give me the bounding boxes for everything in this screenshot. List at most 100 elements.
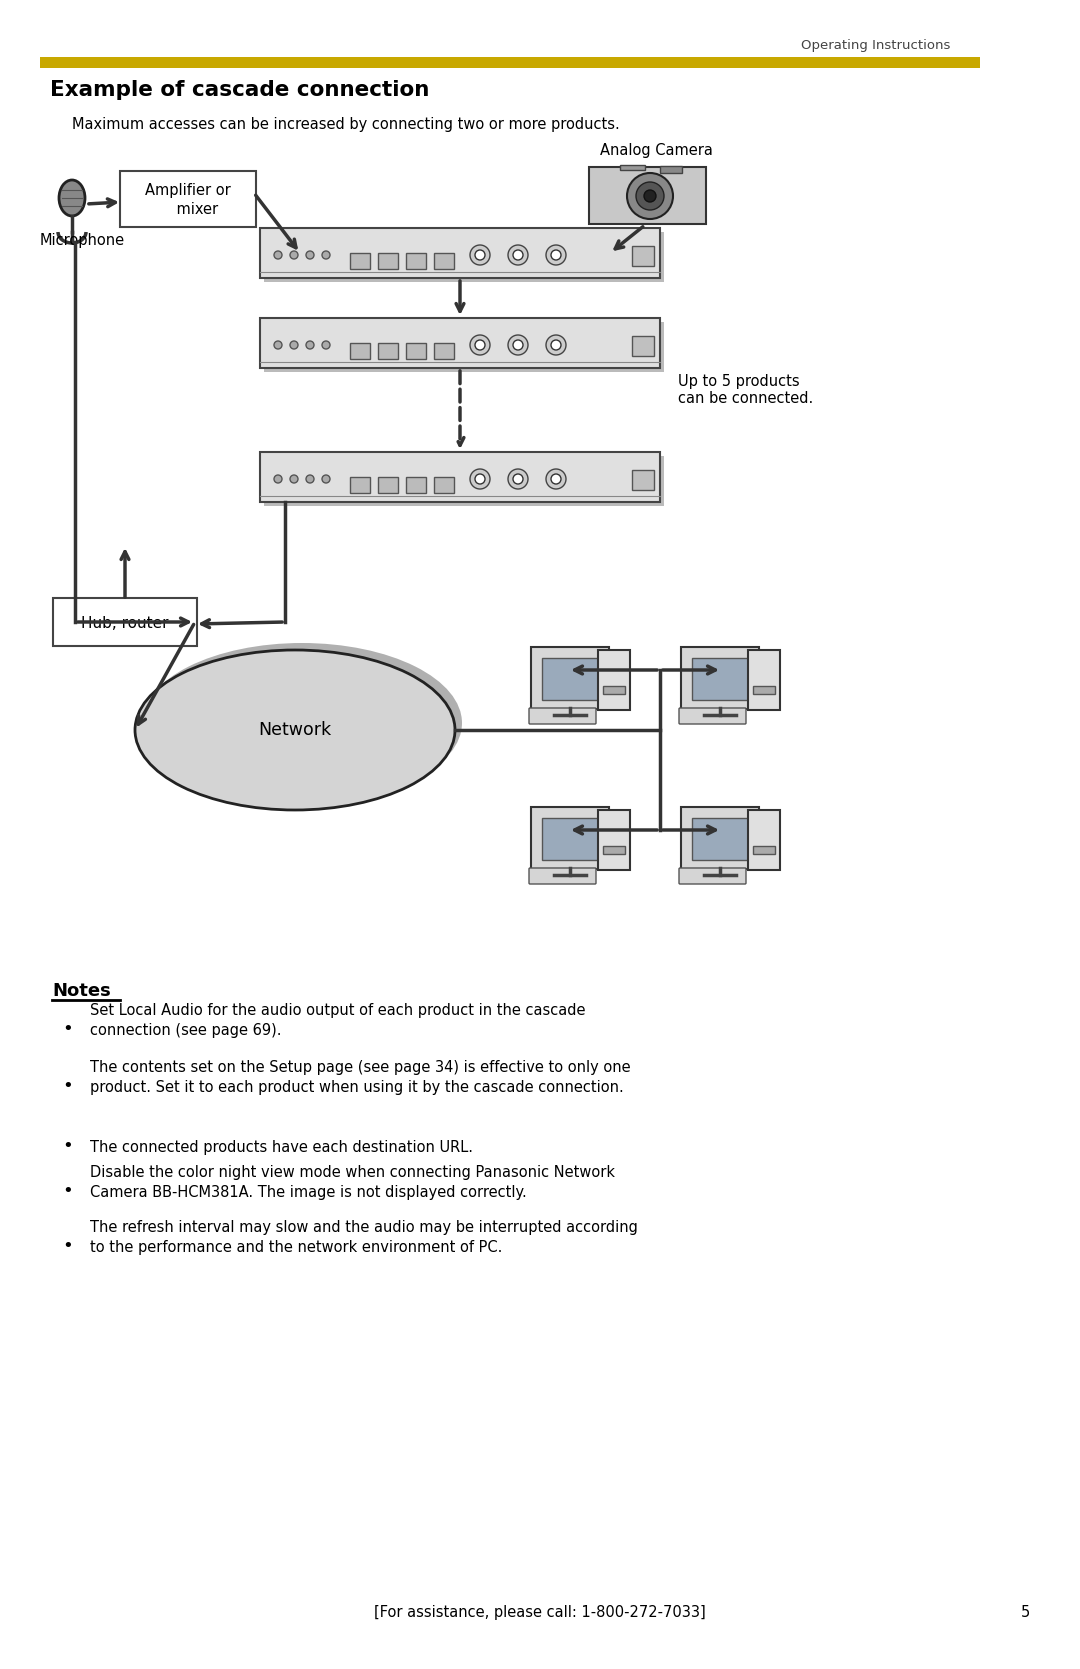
Text: •: • bbox=[63, 1137, 73, 1155]
Circle shape bbox=[636, 182, 664, 210]
Circle shape bbox=[274, 476, 282, 482]
Circle shape bbox=[322, 476, 330, 482]
Text: Hub, router: Hub, router bbox=[81, 616, 168, 631]
Circle shape bbox=[513, 340, 523, 350]
FancyBboxPatch shape bbox=[753, 686, 775, 694]
FancyBboxPatch shape bbox=[589, 167, 706, 224]
FancyBboxPatch shape bbox=[748, 649, 780, 709]
Circle shape bbox=[322, 250, 330, 259]
Circle shape bbox=[546, 245, 566, 265]
FancyBboxPatch shape bbox=[120, 170, 256, 227]
FancyBboxPatch shape bbox=[681, 648, 759, 709]
Text: The contents set on the Setup page (see page 34) is effective to only one
produc: The contents set on the Setup page (see … bbox=[90, 1060, 631, 1095]
Bar bbox=[40, 57, 980, 68]
FancyBboxPatch shape bbox=[350, 477, 370, 492]
Circle shape bbox=[291, 476, 298, 482]
FancyBboxPatch shape bbox=[406, 254, 426, 269]
Circle shape bbox=[475, 250, 485, 260]
FancyBboxPatch shape bbox=[406, 344, 426, 359]
FancyBboxPatch shape bbox=[681, 808, 759, 870]
FancyBboxPatch shape bbox=[264, 456, 664, 506]
FancyBboxPatch shape bbox=[264, 232, 664, 282]
FancyBboxPatch shape bbox=[692, 658, 748, 699]
Text: Network: Network bbox=[258, 721, 332, 739]
Circle shape bbox=[322, 340, 330, 349]
FancyBboxPatch shape bbox=[632, 245, 654, 265]
FancyBboxPatch shape bbox=[679, 708, 746, 724]
FancyBboxPatch shape bbox=[632, 471, 654, 491]
Text: The refresh interval may slow and the audio may be interrupted according
to the : The refresh interval may slow and the au… bbox=[90, 1220, 638, 1255]
Text: Operating Instructions: Operating Instructions bbox=[800, 38, 950, 52]
FancyBboxPatch shape bbox=[531, 648, 609, 709]
FancyBboxPatch shape bbox=[603, 846, 625, 855]
Text: 5: 5 bbox=[1021, 1606, 1030, 1621]
FancyBboxPatch shape bbox=[529, 868, 596, 885]
Text: Amplifier or
    mixer: Amplifier or mixer bbox=[145, 182, 231, 217]
Circle shape bbox=[508, 469, 528, 489]
FancyBboxPatch shape bbox=[598, 809, 630, 870]
FancyBboxPatch shape bbox=[603, 686, 625, 694]
FancyBboxPatch shape bbox=[434, 344, 454, 359]
FancyBboxPatch shape bbox=[542, 818, 598, 860]
Text: •: • bbox=[63, 1237, 73, 1255]
Circle shape bbox=[551, 250, 561, 260]
Circle shape bbox=[627, 174, 673, 219]
FancyBboxPatch shape bbox=[529, 708, 596, 724]
Circle shape bbox=[306, 250, 314, 259]
FancyBboxPatch shape bbox=[531, 808, 609, 870]
FancyBboxPatch shape bbox=[753, 846, 775, 855]
Circle shape bbox=[306, 340, 314, 349]
Circle shape bbox=[508, 245, 528, 265]
FancyBboxPatch shape bbox=[632, 335, 654, 355]
Text: Example of cascade connection: Example of cascade connection bbox=[50, 80, 430, 100]
Text: Maximum accesses can be increased by connecting two or more products.: Maximum accesses can be increased by con… bbox=[72, 117, 620, 132]
Circle shape bbox=[274, 250, 282, 259]
FancyBboxPatch shape bbox=[660, 165, 681, 174]
Circle shape bbox=[513, 474, 523, 484]
Circle shape bbox=[644, 190, 656, 202]
Ellipse shape bbox=[135, 649, 455, 809]
FancyBboxPatch shape bbox=[748, 809, 780, 870]
FancyBboxPatch shape bbox=[260, 229, 660, 279]
FancyBboxPatch shape bbox=[692, 818, 748, 860]
Text: Disable the color night view mode when connecting Panasonic Network
Camera BB-HC: Disable the color night view mode when c… bbox=[90, 1165, 615, 1200]
Circle shape bbox=[475, 340, 485, 350]
Text: Microphone: Microphone bbox=[40, 234, 125, 249]
Text: The connected products have each destination URL.: The connected products have each destina… bbox=[90, 1140, 473, 1155]
FancyBboxPatch shape bbox=[406, 477, 426, 492]
FancyBboxPatch shape bbox=[260, 319, 660, 367]
Text: Set Local Audio for the audio output of each product in the cascade
connection (: Set Local Audio for the audio output of … bbox=[90, 1003, 585, 1038]
Text: Analog Camera: Analog Camera bbox=[600, 144, 713, 159]
FancyBboxPatch shape bbox=[350, 254, 370, 269]
FancyBboxPatch shape bbox=[598, 649, 630, 709]
Circle shape bbox=[291, 250, 298, 259]
FancyBboxPatch shape bbox=[350, 344, 370, 359]
FancyBboxPatch shape bbox=[378, 344, 399, 359]
Circle shape bbox=[513, 250, 523, 260]
Ellipse shape bbox=[141, 643, 462, 803]
FancyBboxPatch shape bbox=[620, 165, 645, 170]
Text: [For assistance, please call: 1-800-272-7033]: [For assistance, please call: 1-800-272-… bbox=[374, 1606, 706, 1621]
FancyBboxPatch shape bbox=[434, 254, 454, 269]
FancyBboxPatch shape bbox=[260, 452, 660, 502]
Text: Up to 5 products
can be connected.: Up to 5 products can be connected. bbox=[678, 374, 813, 406]
Circle shape bbox=[508, 335, 528, 355]
Circle shape bbox=[306, 476, 314, 482]
Circle shape bbox=[470, 245, 490, 265]
Text: •: • bbox=[63, 1077, 73, 1095]
Ellipse shape bbox=[59, 180, 85, 215]
Circle shape bbox=[274, 340, 282, 349]
FancyBboxPatch shape bbox=[542, 658, 598, 699]
Circle shape bbox=[546, 335, 566, 355]
Circle shape bbox=[475, 474, 485, 484]
Text: •: • bbox=[63, 1020, 73, 1038]
Text: Notes: Notes bbox=[52, 981, 111, 1000]
FancyBboxPatch shape bbox=[53, 598, 197, 646]
FancyBboxPatch shape bbox=[378, 477, 399, 492]
Circle shape bbox=[551, 474, 561, 484]
Circle shape bbox=[470, 469, 490, 489]
Text: •: • bbox=[63, 1182, 73, 1200]
Circle shape bbox=[546, 469, 566, 489]
Circle shape bbox=[551, 340, 561, 350]
Circle shape bbox=[291, 340, 298, 349]
